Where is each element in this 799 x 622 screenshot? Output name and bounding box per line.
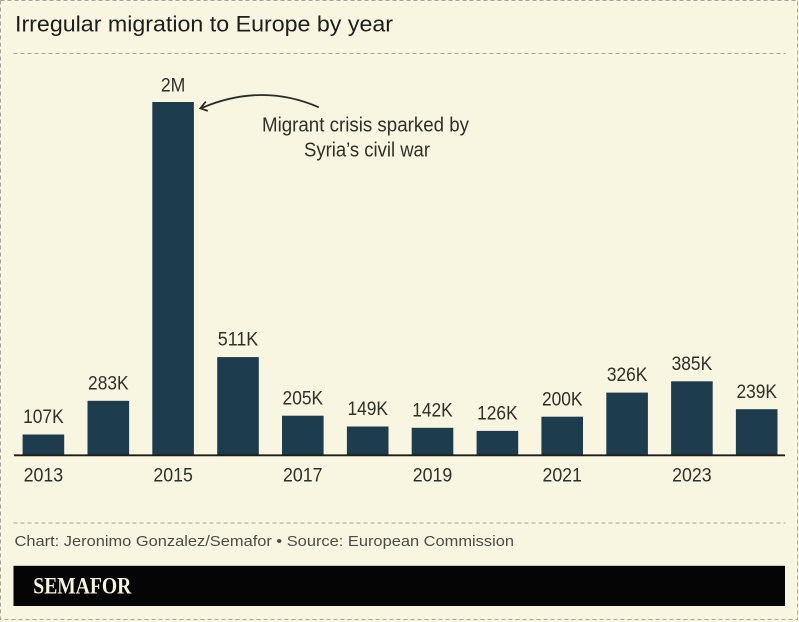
svg-text:2015: 2015 (153, 465, 193, 486)
svg-text:326K: 326K (607, 364, 648, 386)
svg-text:2M: 2M (161, 75, 186, 97)
svg-text:200K: 200K (542, 388, 583, 410)
svg-text:239K: 239K (736, 381, 777, 403)
svg-text:283K: 283K (88, 372, 129, 394)
svg-text:Chart: Jeronimo Gonzalez/Semaf: Chart: Jeronimo Gonzalez/Semafor • Sourc… (15, 533, 515, 550)
svg-text:205K: 205K (283, 387, 324, 409)
svg-text:2013: 2013 (24, 465, 64, 486)
svg-text:2021: 2021 (542, 465, 582, 486)
svg-text:2017: 2017 (283, 465, 323, 486)
svg-text:511K: 511K (218, 329, 259, 351)
svg-text:Migrant crisis sparked by: Migrant crisis sparked by (262, 114, 470, 137)
svg-text:Irregular migration to Europe: Irregular migration to Europe by year (15, 11, 394, 36)
svg-text:142K: 142K (412, 399, 453, 421)
svg-text:385K: 385K (672, 353, 713, 375)
svg-text:126K: 126K (477, 403, 518, 425)
svg-text:2023: 2023 (672, 465, 712, 486)
svg-text:Syria’s civil war: Syria’s civil war (304, 139, 430, 162)
svg-text:107K: 107K (23, 406, 64, 428)
svg-text:SEMAFOR: SEMAFOR (33, 573, 132, 599)
svg-text:2019: 2019 (413, 465, 453, 486)
svg-text:149K: 149K (347, 398, 388, 420)
